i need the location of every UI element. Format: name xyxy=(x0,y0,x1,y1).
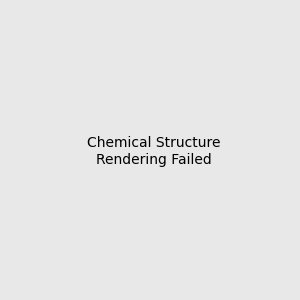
Text: Chemical Structure
Rendering Failed: Chemical Structure Rendering Failed xyxy=(87,136,220,166)
